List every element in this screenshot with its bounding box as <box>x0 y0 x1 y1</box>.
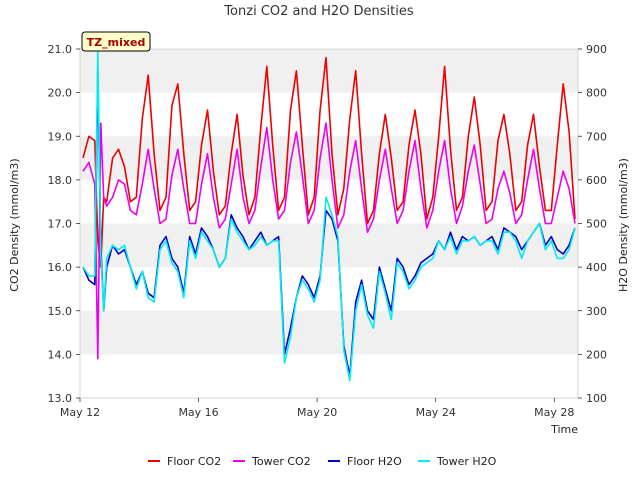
x-tick-label: May 16 <box>178 406 218 419</box>
x-tick-label: May 28 <box>534 406 574 419</box>
site-badge: TZ_mixed <box>81 31 151 52</box>
x-tick-label: May 20 <box>297 406 337 419</box>
series-line-floor-co2 <box>82 56 576 268</box>
legend-label: Tower CO2 <box>251 455 311 468</box>
y-right-tick-label: 200 <box>586 348 607 361</box>
y-right-tick-label: 700 <box>586 130 607 143</box>
y-left-tick-label: 19.0 <box>48 130 73 143</box>
y-left-tick-label: 18.0 <box>48 174 73 187</box>
y-left-tick-label: 21.0 <box>48 43 73 56</box>
y-right-tick-label: 800 <box>586 87 607 100</box>
site-badge-label: TZ_mixed <box>87 36 146 49</box>
y-right-tick-label: 400 <box>586 261 607 274</box>
y-left-tick-label: 16.0 <box>48 261 73 274</box>
legend: Floor CO2 Tower CO2 Floor H2O Tower H2O <box>148 455 497 468</box>
y-axis-left-title: CO2 Density (mmol/m3) <box>8 158 21 291</box>
y-right-tick-label: 600 <box>586 174 607 187</box>
legend-label: Tower H2O <box>436 455 497 468</box>
y-left-tick-label: 15.0 <box>48 305 73 318</box>
y-axis-right: 100 200 300 400 500 600 700 800 900 <box>578 43 607 405</box>
y-right-tick-label: 300 <box>586 305 607 318</box>
site-badge-box <box>81 31 151 52</box>
legend-item: Tower CO2 <box>233 455 311 468</box>
x-tick-label: May 12 <box>60 406 100 419</box>
x-axis: May 12 May 16 May 20 May 24 May 28 <box>60 398 574 419</box>
y-right-tick-label: 900 <box>586 43 607 56</box>
legend-item: Floor CO2 <box>148 455 221 468</box>
series-line-tower-co2 <box>82 122 576 360</box>
legend-item: Tower H2O <box>418 455 497 468</box>
y-right-tick-label: 500 <box>586 218 607 231</box>
series-layer <box>82 48 576 382</box>
x-tick-label: May 24 <box>416 406 456 419</box>
y-left-tick-label: 14.0 <box>48 348 73 361</box>
y-left-tick-label: 17.0 <box>48 218 73 231</box>
y-axis-left: 13.0 14.0 15.0 16.0 17.0 18.0 19.0 20.0 21.0 <box>48 43 80 405</box>
legend-item: Floor H2O <box>328 455 402 468</box>
legend-label: Floor CO2 <box>167 455 221 468</box>
chart-title: Tonzi CO2 and H2O Densities <box>223 4 414 19</box>
plot-bands <box>80 49 578 355</box>
series-line-tower-h2o <box>82 48 576 382</box>
grid-band <box>80 49 578 93</box>
y-axis-right-title: H2O Density (mmol/m3) <box>617 158 630 292</box>
y-left-tick-label: 13.0 <box>48 392 73 405</box>
y-right-tick-label: 100 <box>586 392 607 405</box>
grid-band <box>80 310 578 355</box>
y-left-tick-label: 20.0 <box>48 87 73 100</box>
legend-label: Floor H2O <box>347 455 402 468</box>
x-axis-title: Time <box>550 423 578 436</box>
